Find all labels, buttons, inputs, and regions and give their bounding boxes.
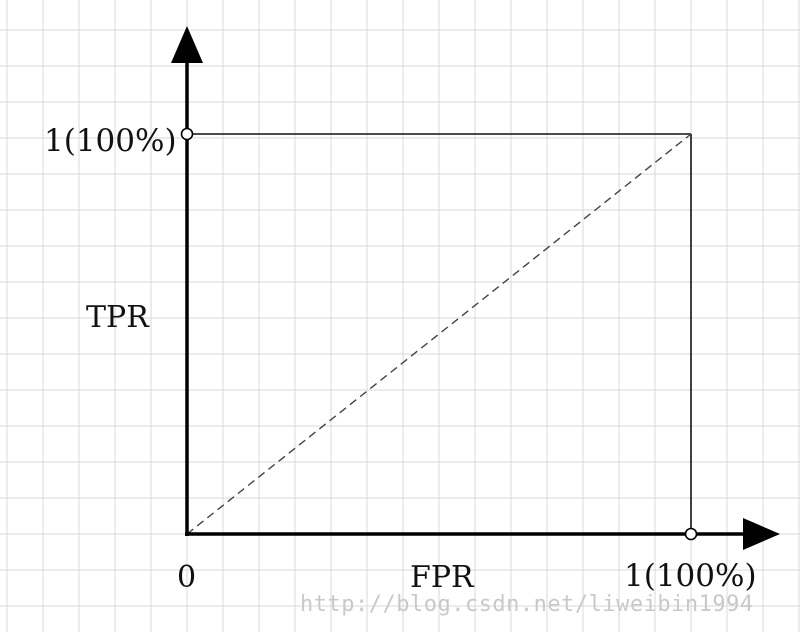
x-axis-label: FPR	[410, 560, 474, 595]
y-axis-label: TPR	[86, 300, 149, 335]
random-classifier-diagonal	[186, 133, 692, 535]
x-tick-label: 1(100%)	[624, 558, 757, 594]
x-axis-arrow-icon	[743, 518, 780, 550]
y-tick-marker	[180, 127, 194, 141]
x-tick-marker	[684, 527, 698, 541]
y-axis-arrow-icon	[171, 26, 203, 63]
y-tick-label: 1(100%)	[44, 123, 177, 159]
origin-label: 0	[177, 560, 197, 595]
watermark: http://blog.csdn.net/liweibin1994	[300, 592, 754, 617]
